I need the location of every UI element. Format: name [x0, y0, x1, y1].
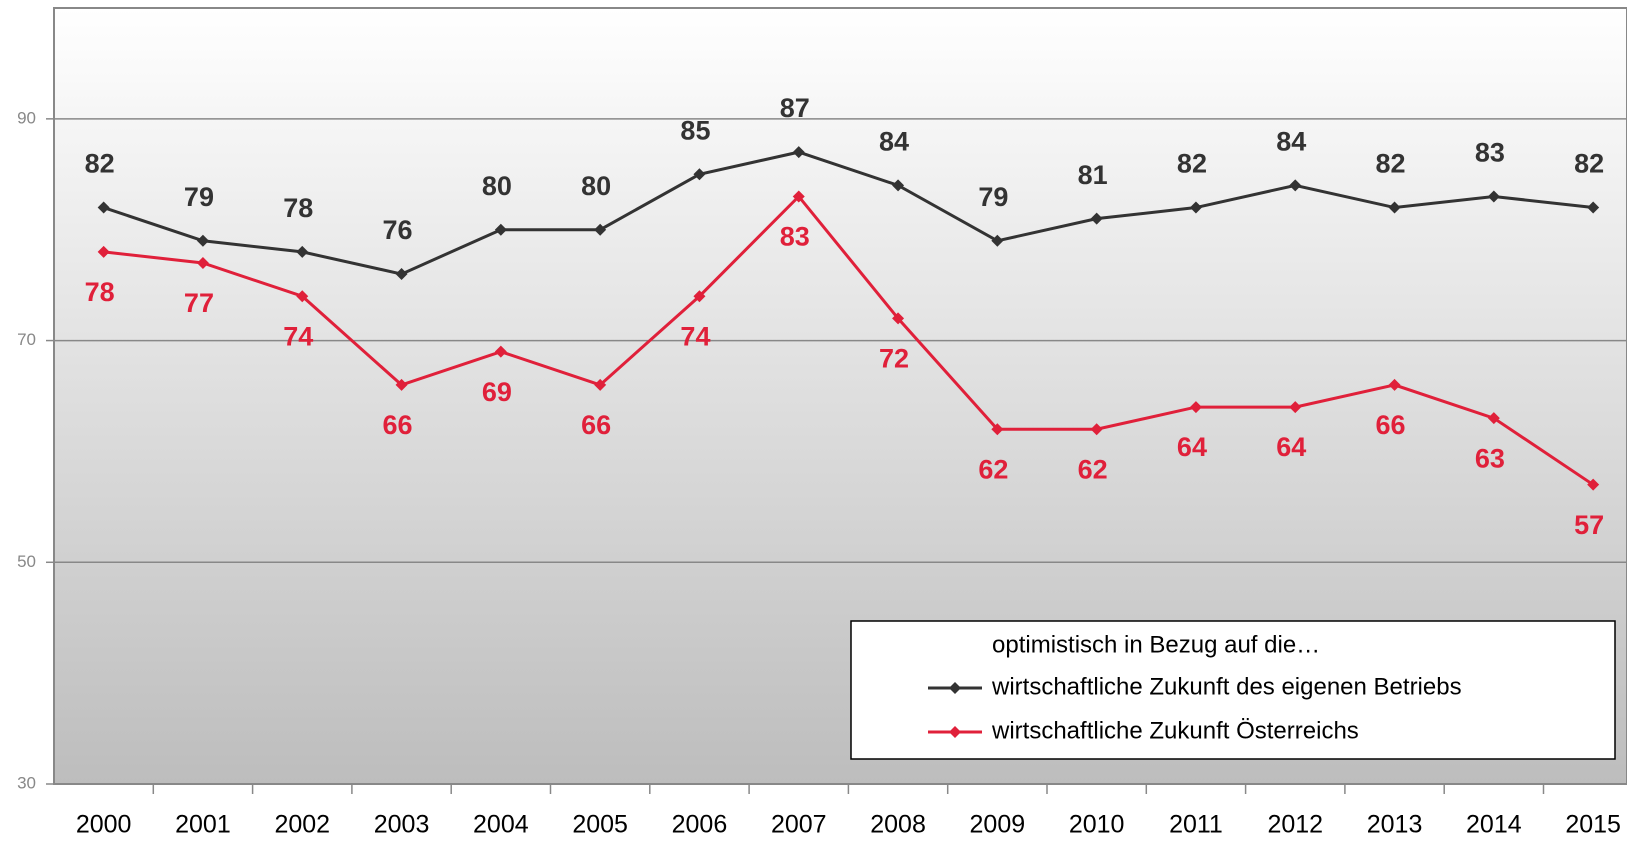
data-label: 82 — [1574, 149, 1604, 179]
x-tick-label: 2001 — [175, 811, 231, 839]
marker — [1587, 478, 1600, 491]
legend-marker — [949, 726, 961, 738]
marker — [97, 201, 110, 214]
x-tick-label: 2004 — [473, 811, 529, 839]
marker — [296, 290, 309, 303]
data-label: 85 — [680, 115, 710, 145]
marker — [395, 378, 408, 391]
data-label: 63 — [1475, 443, 1505, 473]
x-tick-label: 2005 — [572, 811, 628, 839]
x-tick-label: 2002 — [274, 811, 330, 839]
data-label: 84 — [1276, 126, 1306, 156]
data-label: 66 — [1376, 410, 1406, 440]
x-tick-label: 2011 — [1169, 811, 1223, 839]
x-tick-label: 2009 — [970, 811, 1026, 839]
data-label: 79 — [978, 182, 1008, 212]
data-label: 80 — [482, 171, 512, 201]
marker — [792, 190, 805, 203]
marker — [97, 245, 110, 258]
data-label: 66 — [581, 410, 611, 440]
marker — [1090, 423, 1103, 436]
marker — [991, 423, 1004, 436]
legend-label: wirtschaftliche Zukunft des eigenen Betr… — [991, 673, 1462, 700]
marker — [1289, 401, 1302, 414]
x-tick-label: 2007 — [771, 811, 827, 839]
x-tick-label: 2013 — [1367, 811, 1423, 839]
marker — [1388, 201, 1401, 214]
data-label: 66 — [383, 410, 413, 440]
data-label: 79 — [184, 182, 214, 212]
marker — [792, 146, 805, 159]
data-label: 77 — [184, 288, 214, 318]
marker — [494, 223, 507, 236]
marker — [296, 245, 309, 258]
x-tick-label: 2008 — [870, 811, 926, 839]
x-tick-label: 2012 — [1267, 811, 1323, 839]
marker — [892, 312, 905, 325]
data-label: 76 — [383, 215, 413, 245]
data-label: 57 — [1574, 510, 1604, 540]
y-tick-label: 90 — [17, 108, 36, 127]
marker — [1388, 378, 1401, 391]
data-label: 64 — [1177, 432, 1207, 462]
marker — [1189, 201, 1202, 214]
x-tick-label: 2014 — [1466, 811, 1522, 839]
data-label: 62 — [1078, 454, 1108, 484]
data-label: 84 — [879, 126, 909, 156]
marker — [196, 256, 209, 269]
data-label: 74 — [283, 321, 313, 351]
data-label: 62 — [978, 454, 1008, 484]
data-label: 83 — [780, 222, 810, 252]
data-label: 74 — [680, 321, 710, 351]
x-tick-label: 2010 — [1069, 811, 1125, 839]
legend-marker — [949, 682, 961, 694]
legend: optimistisch in Bezug auf die… wirtschaf… — [850, 620, 1616, 760]
data-label: 72 — [879, 344, 909, 374]
marker — [494, 345, 507, 358]
y-tick-label: 50 — [17, 552, 36, 571]
data-label: 81 — [1078, 160, 1108, 190]
marker — [196, 234, 209, 247]
y-tick-label: 30 — [17, 773, 36, 792]
data-label: 78 — [85, 277, 115, 307]
data-label: 64 — [1276, 432, 1306, 462]
data-label: 80 — [581, 171, 611, 201]
grid: 30 50 70 90 2000 2001 2002 2003 2004 2005 2006 2007… — [17, 108, 1627, 839]
marker — [1587, 201, 1600, 214]
x-tick-label: 2006 — [672, 811, 728, 839]
legend-label: wirtschaftliche Zukunft Österreichs — [991, 717, 1359, 744]
series-line — [103, 150, 1594, 276]
data-label: 83 — [1475, 138, 1505, 168]
marker — [1289, 179, 1302, 192]
marker — [991, 234, 1004, 247]
marker — [892, 179, 905, 192]
data-label: 78 — [283, 193, 313, 223]
data-label: 82 — [85, 149, 115, 179]
x-tick-label: 2003 — [374, 811, 430, 839]
marker — [594, 223, 607, 236]
marker — [1487, 190, 1500, 203]
marker — [1090, 212, 1103, 225]
marker — [1189, 401, 1202, 414]
marker — [693, 168, 706, 181]
marker — [594, 378, 607, 391]
data-label: 82 — [1376, 149, 1406, 179]
marker — [693, 290, 706, 303]
x-tick-label: 2015 — [1565, 811, 1621, 839]
data-label: 87 — [780, 93, 810, 123]
series-line — [103, 194, 1594, 486]
y-tick-label: 70 — [17, 330, 36, 349]
legend-title: optimistisch in Bezug auf die… — [992, 631, 1320, 658]
data-label: 82 — [1177, 149, 1207, 179]
legend-box — [850, 620, 1616, 760]
marker — [1487, 412, 1500, 425]
x-tick-label: 2000 — [76, 811, 132, 839]
marker — [395, 268, 408, 281]
data-label: 69 — [482, 377, 512, 407]
series: 82 79 78 76 80 80 85 87 84 79 81 82 84 82 83 82 78 77 74 66… — [85, 93, 1605, 540]
